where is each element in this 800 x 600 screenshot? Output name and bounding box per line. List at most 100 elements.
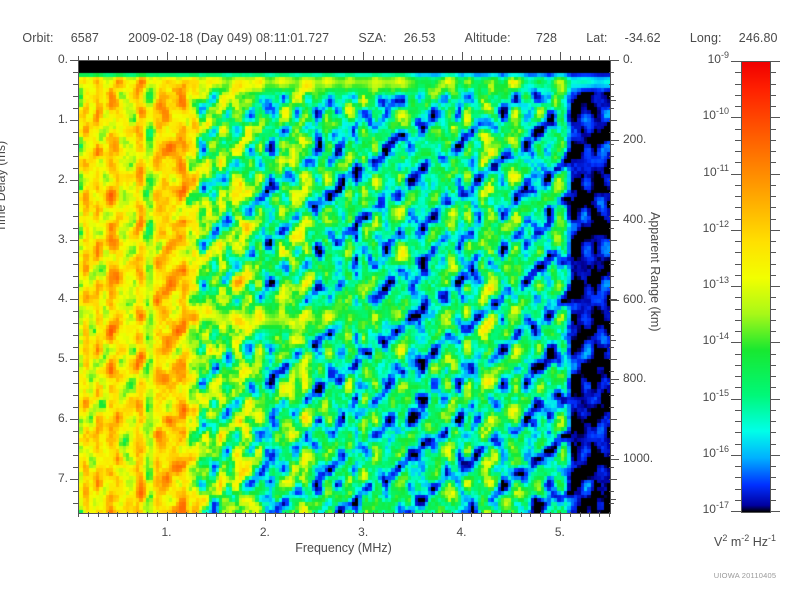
colorbar-minor-tick	[735, 354, 741, 355]
axis-tick	[511, 512, 512, 517]
axis-tick	[353, 56, 354, 61]
colorbar-minor-tick	[735, 264, 741, 265]
axis-tick	[610, 140, 619, 141]
colorbar-minor-tick	[735, 106, 741, 107]
y-right-axis-tick-label: 200.	[623, 131, 647, 146]
axis-tick	[78, 56, 79, 61]
y-axis-tick-label: 1.	[57, 111, 68, 126]
axis-tick	[609, 503, 614, 504]
axis-tick	[609, 204, 614, 205]
axis-tick	[471, 56, 472, 61]
axis-tick	[73, 276, 78, 277]
colorbar-tick	[770, 286, 780, 287]
axis-tick	[609, 479, 617, 480]
axis-tick	[117, 56, 118, 61]
axis-tick	[609, 216, 614, 217]
axis-tick	[580, 512, 581, 517]
watermark: UIOWA 20110405	[713, 571, 777, 580]
colorbar-tick	[731, 399, 741, 400]
axis-tick	[314, 56, 315, 61]
axis-tick	[501, 512, 502, 517]
axis-tick	[73, 503, 78, 504]
axis-tick	[127, 56, 128, 61]
axis-tick	[570, 512, 571, 517]
colorbar-minor-tick	[735, 432, 741, 433]
unit-volt-exp: 2	[722, 532, 728, 543]
axis-tick	[70, 419, 78, 420]
axis-tick	[73, 407, 78, 408]
colorbar-minor-tick	[735, 320, 741, 321]
axis-tick	[383, 512, 384, 517]
axis-tick	[481, 56, 482, 61]
y-axis-tick-label: 6.	[57, 411, 68, 426]
axis-tick	[73, 84, 78, 85]
colorbar-minor-tick	[735, 95, 741, 96]
colorbar-gradient	[742, 62, 770, 512]
axis-tick	[265, 52, 266, 61]
axis-tick	[137, 56, 138, 61]
axis-tick	[610, 499, 616, 500]
axis-tick	[73, 323, 78, 324]
axis-tick	[73, 371, 78, 372]
axis-tick	[73, 96, 78, 97]
altitude-value: 728	[535, 31, 558, 45]
axis-tick	[412, 512, 413, 517]
colorbar-minor-tick	[770, 297, 776, 298]
colorbar-unit-label: V2 m-2 Hz-1	[690, 532, 800, 549]
axis-tick	[73, 455, 78, 456]
colorbar-minor-tick	[735, 275, 741, 276]
axis-tick	[599, 56, 600, 61]
colorbar-minor-tick	[735, 365, 741, 366]
colorbar-minor-tick	[735, 84, 741, 85]
axis-tick	[314, 512, 315, 517]
axis-tick	[70, 359, 78, 360]
y-axis-tick-label: 7.	[57, 471, 68, 486]
axis-tick	[206, 512, 207, 517]
axis-tick	[609, 407, 614, 408]
axis-tick	[609, 371, 614, 372]
axis-tick	[609, 156, 614, 157]
axis-tick	[609, 264, 614, 265]
colorbar-tick	[770, 399, 780, 400]
axis-tick	[442, 512, 443, 517]
colorbar-minor-tick	[735, 219, 741, 220]
colorbar-minor-tick	[770, 219, 776, 220]
axis-tick	[610, 340, 616, 341]
axis-tick	[610, 220, 619, 221]
axis-tick	[353, 512, 354, 517]
colorbar-tick-label: 10-12	[702, 219, 729, 236]
axis-tick	[471, 512, 472, 517]
axis-tick	[403, 512, 404, 517]
axis-tick	[225, 56, 226, 61]
axis-tick	[88, 56, 89, 61]
axis-tick	[206, 56, 207, 61]
axis-tick	[73, 204, 78, 205]
unit-volt: V	[713, 535, 723, 549]
axis-tick	[70, 120, 78, 121]
axis-tick	[610, 260, 616, 261]
colorbar-minor-tick	[770, 331, 776, 332]
axis-tick	[285, 56, 286, 61]
axis-tick	[609, 240, 617, 241]
axis-tick	[216, 512, 217, 517]
axis-tick	[609, 144, 614, 145]
colorbar-tick-label: 10-16	[702, 444, 729, 461]
axis-tick	[70, 299, 78, 300]
colorbar-tick	[770, 61, 780, 62]
axis-tick	[609, 287, 614, 288]
colorbar-tick	[770, 117, 780, 118]
axis-tick	[609, 359, 617, 360]
colorbar-tick	[770, 174, 780, 175]
axis-tick	[275, 512, 276, 517]
axis-tick	[422, 512, 423, 517]
colorbar-minor-tick	[735, 129, 741, 130]
colorbar-minor-tick	[735, 489, 741, 490]
unit-hertz-exp: -1	[768, 532, 777, 543]
colorbar-tick	[770, 342, 780, 343]
axis-tick	[589, 56, 590, 61]
axis-tick	[609, 96, 614, 97]
axis-tick	[393, 56, 394, 61]
axis-tick	[304, 512, 305, 517]
axis-tick	[589, 512, 590, 517]
